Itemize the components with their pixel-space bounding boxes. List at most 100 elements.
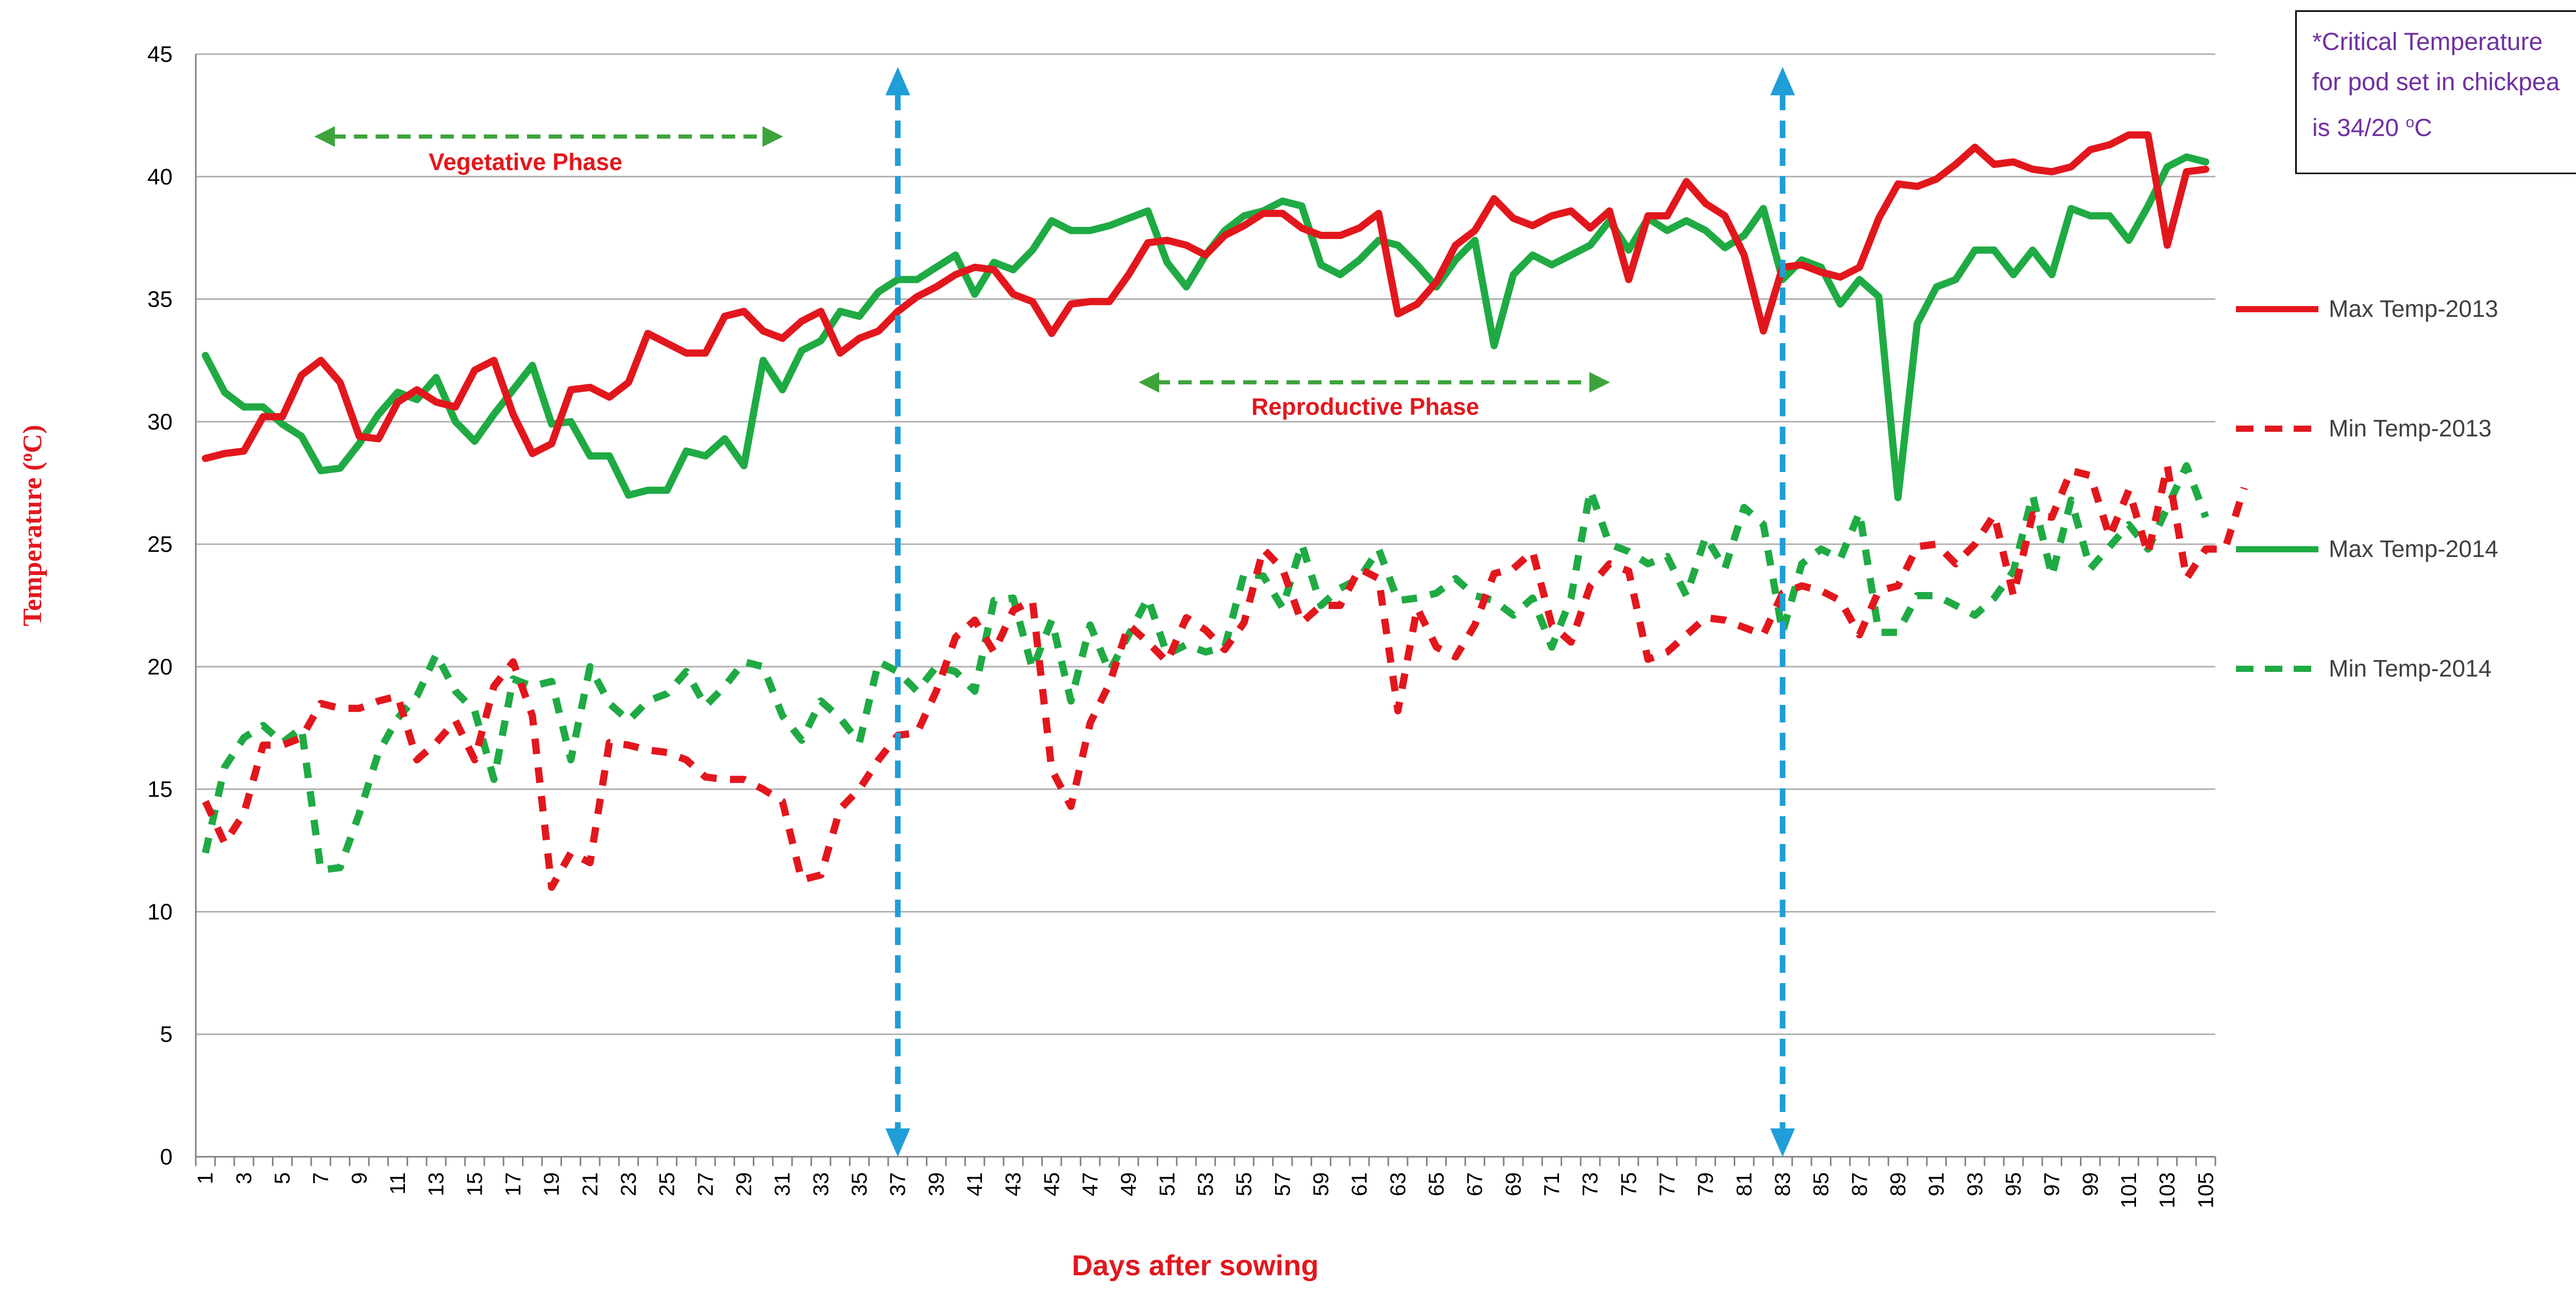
x-tick-labels: 1 3 5 7 9 11 13 15 17 19 21 23 25 27 29 31 33 35 37 39 41 43 4… bbox=[193, 1172, 2218, 1208]
legend-label-max-2014: Max Temp-2014 bbox=[2329, 535, 2498, 562]
note-line-2: for pod set in chickpea bbox=[2312, 69, 2560, 96]
x-tick-label-41: 41 bbox=[962, 1172, 987, 1196]
x-tick-label-83: 83 bbox=[1770, 1172, 1794, 1196]
x-tick-label-51: 51 bbox=[1155, 1172, 1179, 1196]
x-tick-label-71: 71 bbox=[1539, 1172, 1564, 1196]
y-tick-labels: 0 5 10 15 20 25 30 35 40 45 bbox=[147, 42, 173, 1170]
x-tick-label-75: 75 bbox=[1616, 1172, 1640, 1196]
y-axis-label: Temperature (oC) bbox=[17, 425, 48, 626]
x-tick-label-3: 3 bbox=[231, 1172, 256, 1184]
series-line-min-temp-2013 bbox=[202, 462, 2248, 891]
x-tick-label-57: 57 bbox=[1270, 1172, 1294, 1196]
legend-item-max-2013: Max Temp-2013 bbox=[2236, 289, 2576, 330]
x-tick-label-67: 67 bbox=[1463, 1172, 1487, 1196]
x-tick-label-85: 85 bbox=[1809, 1172, 1833, 1196]
vegetative-phase-label: Vegetative Phase bbox=[429, 148, 622, 175]
phase-markers bbox=[885, 67, 1795, 1157]
critical-temperature-note: *Critical Temperature for pod set in chi… bbox=[2295, 10, 2576, 174]
x-tick-label-77: 77 bbox=[1655, 1172, 1679, 1196]
y-tick-label-15: 15 bbox=[147, 777, 173, 802]
y-tick-label-30: 30 bbox=[147, 409, 173, 434]
x-tick-label-65: 65 bbox=[1424, 1172, 1448, 1196]
legend-label-min-2013: Min Temp-2013 bbox=[2329, 415, 2492, 442]
x-tick-label-11: 11 bbox=[385, 1172, 410, 1195]
x-tick-label-63: 63 bbox=[1385, 1172, 1410, 1196]
y-tick-label-25: 25 bbox=[147, 532, 173, 557]
x-tick-label-23: 23 bbox=[616, 1172, 640, 1196]
legend-item-max-2014: Max Temp-2014 bbox=[2236, 529, 2576, 570]
y-tick-label-20: 20 bbox=[147, 654, 173, 680]
x-tick-label-39: 39 bbox=[924, 1172, 948, 1196]
x-tick-label-47: 47 bbox=[1078, 1172, 1102, 1196]
x-tick-label-31: 31 bbox=[770, 1172, 794, 1196]
x-tick-label-59: 59 bbox=[1309, 1172, 1333, 1196]
x-tick-label-105: 105 bbox=[2193, 1172, 2217, 1208]
x-tick-label-19: 19 bbox=[539, 1172, 564, 1196]
x-tick-label-81: 81 bbox=[1732, 1172, 1756, 1196]
note-degree-sup: o bbox=[2405, 114, 2415, 131]
series-lines bbox=[201, 131, 2248, 891]
phase-marker-arrow-up-day-83 bbox=[1770, 67, 1795, 95]
series-line-max-temp-2014 bbox=[201, 153, 2210, 501]
x-tick-label-1: 1 bbox=[193, 1172, 217, 1184]
x-tick-label-91: 91 bbox=[1924, 1172, 1948, 1196]
x-tick-label-7: 7 bbox=[309, 1172, 333, 1184]
reproductive-phase-arrow-arrow-right bbox=[1589, 372, 1610, 393]
x-tick-label-9: 9 bbox=[347, 1172, 371, 1184]
x-tick-label-45: 45 bbox=[1039, 1172, 1063, 1196]
x-tick-label-73: 73 bbox=[1578, 1172, 1602, 1196]
note-line-1: *Critical Temperature bbox=[2312, 28, 2543, 56]
x-tick-label-29: 29 bbox=[732, 1172, 756, 1196]
x-tick-label-27: 27 bbox=[693, 1172, 717, 1196]
x-tick-label-25: 25 bbox=[655, 1172, 679, 1196]
x-tick-label-13: 13 bbox=[424, 1172, 448, 1196]
x-tick-label-69: 69 bbox=[1501, 1172, 1525, 1196]
legend-label-min-2014: Min Temp-2014 bbox=[2329, 655, 2492, 682]
vegetative-phase-arrow-arrow-left bbox=[314, 126, 335, 147]
phase-marker-arrow-down-day-37 bbox=[885, 1128, 910, 1157]
legend-label-max-2013: Max Temp-2013 bbox=[2329, 295, 2498, 322]
phase-annotations: Vegetative Phase Reproductive Phase bbox=[314, 126, 1610, 420]
axes bbox=[195, 54, 2216, 1166]
legend-swatch-min-2013 bbox=[2236, 426, 2318, 432]
legend-swatch-max-2014 bbox=[2236, 546, 2318, 552]
phase-marker-arrow-down-day-83 bbox=[1770, 1128, 1795, 1157]
note-line-3: is 34/20 oC bbox=[2312, 103, 2576, 148]
x-tick-label-17: 17 bbox=[501, 1172, 525, 1196]
x-tick-label-95: 95 bbox=[2001, 1172, 2025, 1196]
x-tick-label-5: 5 bbox=[270, 1172, 294, 1184]
x-tick-label-15: 15 bbox=[462, 1172, 486, 1196]
x-tick-label-43: 43 bbox=[1001, 1172, 1025, 1196]
y-tick-label-5: 5 bbox=[160, 1022, 173, 1047]
legend-item-min-2013: Min Temp-2013 bbox=[2236, 408, 2576, 449]
note-unit: C bbox=[2414, 114, 2432, 142]
y-tick-label-45: 45 bbox=[147, 42, 173, 67]
series-line-max-temp-2013 bbox=[201, 131, 2210, 462]
reproductive-phase-arrow-arrow-left bbox=[1139, 372, 1159, 393]
legend-item-min-2014: Min Temp-2014 bbox=[2236, 648, 2576, 689]
x-tick-label-33: 33 bbox=[808, 1172, 833, 1196]
x-tick-label-79: 79 bbox=[1693, 1172, 1718, 1196]
x-axis-label: Days after sowing bbox=[1072, 1249, 1318, 1281]
y-tick-label-0: 0 bbox=[160, 1144, 173, 1170]
legend-swatch-max-2013 bbox=[2236, 306, 2318, 312]
x-tick-label-37: 37 bbox=[886, 1172, 910, 1196]
x-tick-label-89: 89 bbox=[1886, 1172, 1910, 1196]
x-tick-label-49: 49 bbox=[1116, 1172, 1141, 1196]
gridlines bbox=[196, 53, 2215, 1035]
x-tick-label-97: 97 bbox=[2040, 1172, 2064, 1196]
legend-swatch-min-2014 bbox=[2236, 666, 2318, 672]
x-tick-label-21: 21 bbox=[578, 1172, 602, 1196]
y-tick-label-10: 10 bbox=[147, 899, 173, 924]
x-tick-label-103: 103 bbox=[2155, 1172, 2179, 1208]
y-tick-label-35: 35 bbox=[147, 287, 173, 312]
y-tick-label-40: 40 bbox=[147, 164, 173, 190]
x-tick-label-53: 53 bbox=[1193, 1172, 1217, 1196]
series-line-min-temp-2014 bbox=[201, 462, 2209, 874]
x-tick-label-101: 101 bbox=[2116, 1172, 2141, 1208]
x-tick-label-99: 99 bbox=[2078, 1172, 2102, 1196]
x-tick-label-55: 55 bbox=[1232, 1172, 1256, 1196]
x-tick-label-61: 61 bbox=[1347, 1172, 1371, 1196]
reproductive-phase-label: Reproductive Phase bbox=[1251, 393, 1479, 420]
